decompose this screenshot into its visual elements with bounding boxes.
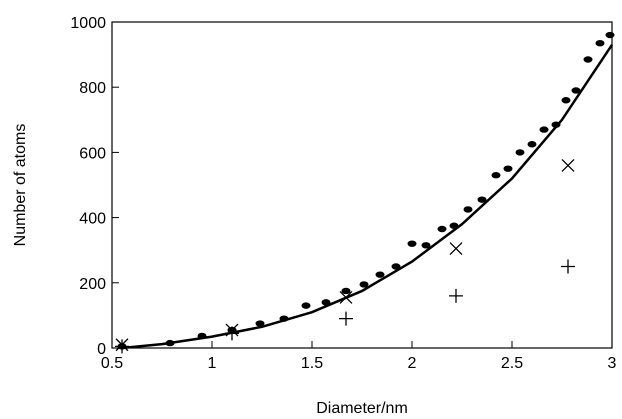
dot-marker <box>595 39 605 47</box>
x-tick-label: 0.5 <box>101 355 123 372</box>
dot-marker <box>255 320 265 327</box>
dot-marker <box>375 271 385 278</box>
dot-marker <box>571 87 581 94</box>
y-tick-label: 600 <box>79 145 106 162</box>
dot-marker <box>605 31 615 39</box>
x-axis-label: Diameter/nm <box>316 400 408 417</box>
plus-marker <box>339 311 353 326</box>
x-marker <box>561 158 575 172</box>
dot-marker <box>407 240 417 247</box>
dot-marker <box>437 225 447 233</box>
x-tick-label: 1.5 <box>301 355 323 372</box>
dot-marker <box>477 196 487 203</box>
x-tick-label: 3 <box>608 355 617 372</box>
x-tick-label: 1 <box>208 355 217 372</box>
plus-marker <box>449 288 463 303</box>
dot-marker <box>583 56 593 63</box>
x-tick-label: 2 <box>408 355 417 372</box>
dot-marker <box>515 149 525 156</box>
dot-marker <box>539 126 549 133</box>
dot-marker <box>391 263 401 270</box>
dot-marker <box>421 242 431 249</box>
dot-marker <box>463 206 473 213</box>
plus-marker <box>561 259 575 274</box>
dot-marker <box>301 302 311 309</box>
x-tick-label: 2.5 <box>501 355 523 372</box>
y-tick-label: 400 <box>79 211 106 228</box>
y-axis-label: Number of atoms <box>12 124 29 247</box>
dot-marker <box>491 172 501 179</box>
y-tick-label: 200 <box>79 276 106 293</box>
dot-marker <box>503 165 513 172</box>
y-tick-label: 1000 <box>70 15 106 32</box>
dot-marker <box>561 97 571 104</box>
fit-curve <box>121 44 614 350</box>
plot-frame <box>111 21 613 349</box>
dot-marker <box>359 281 369 288</box>
y-tick-label: 800 <box>79 80 106 97</box>
dot-marker <box>527 141 537 148</box>
dot-marker <box>341 287 351 295</box>
x-marker <box>449 242 463 256</box>
y-tick-label: 0 <box>97 341 106 358</box>
